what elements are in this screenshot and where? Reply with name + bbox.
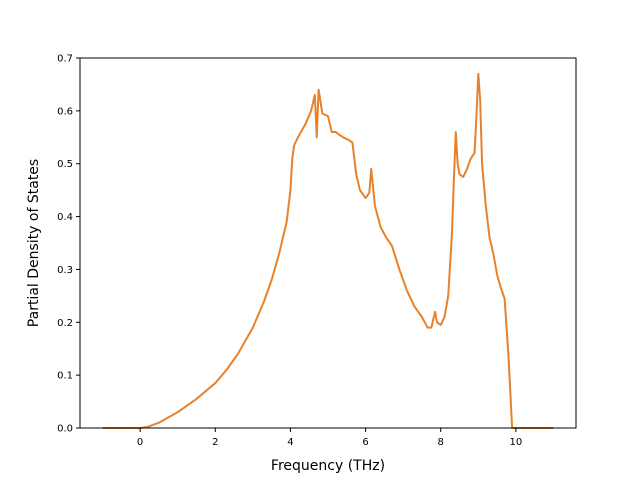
- x-axis-ticks: 0 2 4 6 8 10: [137, 428, 522, 448]
- y-tick-label: 0.3: [57, 265, 73, 276]
- y-tick-label: 0.6: [57, 106, 73, 117]
- x-tick-label: 6: [362, 437, 368, 448]
- y-tick-label: 0.7: [57, 54, 73, 65]
- y-tick-label: 0.2: [57, 318, 73, 329]
- plot-frame: [79, 57, 577, 429]
- series-line-0: [102, 72, 554, 429]
- x-tick-label: 8: [438, 437, 444, 448]
- x-tick-label: 10: [510, 437, 523, 448]
- y-tick-label: 0.1: [57, 371, 73, 382]
- x-tick-label: 0: [137, 437, 143, 448]
- y-tick-label: 0.0: [57, 424, 73, 435]
- y-axis-label: Partial Density of States: [26, 159, 42, 327]
- series-layer: [102, 72, 554, 429]
- x-tick-label: 2: [212, 437, 218, 448]
- plot-area: [80, 58, 576, 428]
- y-tick-label: 0.4: [57, 212, 73, 223]
- y-axis-ticks: 0.0 0.1 0.2 0.3 0.4 0.5 0.6 0.7: [57, 54, 80, 435]
- x-axis-label: Frequency (THz): [271, 458, 385, 474]
- x-tick-label: 4: [287, 437, 293, 448]
- y-tick-label: 0.5: [57, 159, 73, 170]
